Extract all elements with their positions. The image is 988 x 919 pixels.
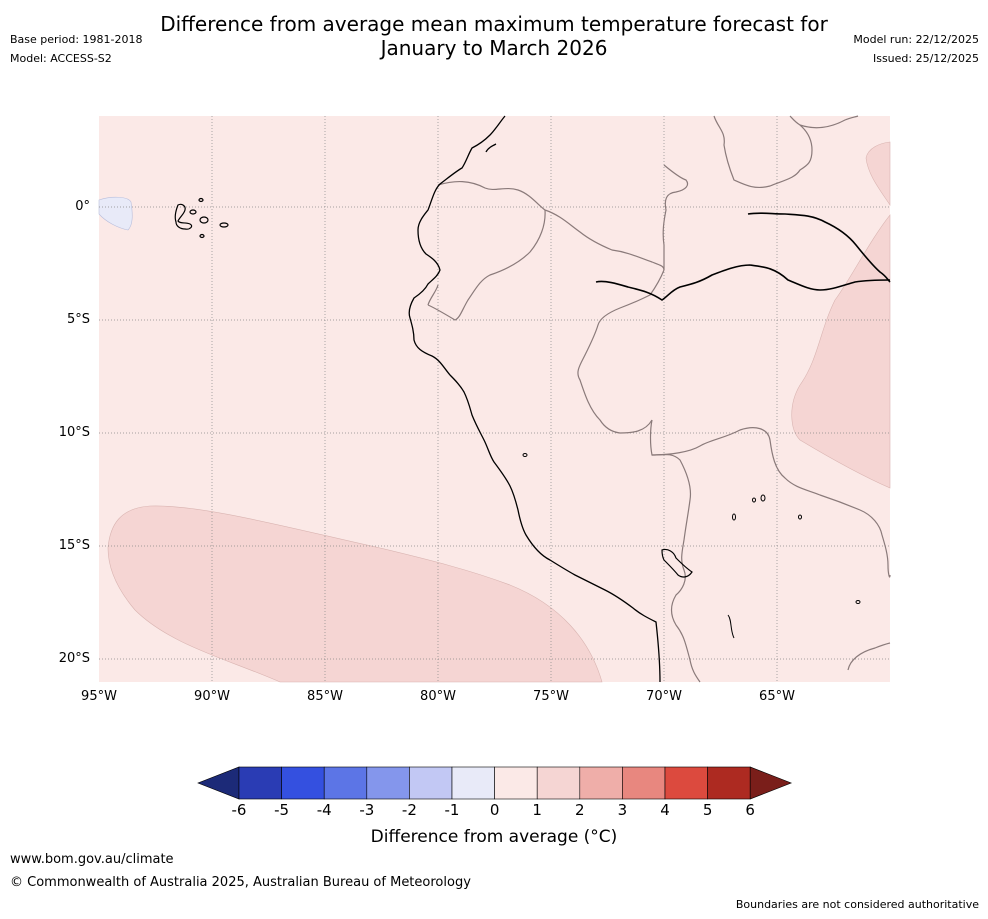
title-line-2: January to March 2026 [380, 36, 608, 60]
colorbar-tick-label: -3 [359, 801, 375, 819]
base-period: Base period: 1981-2018 [10, 33, 143, 46]
warm-patch-east [791, 214, 891, 489]
lon-label-65w: 65°W [759, 689, 795, 704]
meta-left: Base period: 1981-2018 Model: ACCESS-S2 [10, 30, 142, 68]
warm-patch-southwest [107, 505, 603, 683]
colorbar-segment [366, 766, 410, 800]
lon-label-70w: 70°W [646, 689, 682, 704]
lat-label-10s: 10°S [58, 425, 90, 440]
warm-patch-northeast [865, 141, 891, 206]
colorbar-segments [197, 766, 793, 800]
page-title: Difference from average mean maximum tem… [0, 12, 988, 60]
colorbar-extend-low [197, 766, 240, 800]
colorbar-tick-label: -2 [401, 801, 417, 819]
colorbar-tick-label: 3 [617, 801, 628, 819]
footer-url[interactable]: www.bom.gov.au/climate [10, 852, 174, 867]
colorbar-tick-label: 6 [745, 801, 755, 819]
lon-label-90w: 90°W [194, 689, 230, 704]
footer-copyright: © Commonwealth of Australia 2025, Austra… [10, 875, 471, 890]
colorbar-tick-label: -1 [444, 801, 460, 819]
colorbar-segment [323, 766, 368, 800]
colorbar-segment [451, 766, 495, 800]
colorbar-segment [579, 766, 623, 800]
coastline [408, 115, 661, 683]
lon-label-75w: 75°W [533, 689, 569, 704]
colorbar-segment [238, 766, 282, 800]
colorbar-segment [622, 766, 666, 800]
title-line-1: Difference from average mean maximum tem… [160, 12, 828, 36]
small-lakes [522, 453, 861, 639]
lake-titicaca [661, 548, 693, 578]
colorbar-tick-label: 0 [489, 801, 500, 819]
colorbar-extend-high [749, 766, 793, 800]
colorbar-tick-label: 1 [532, 801, 542, 819]
colorbar-segment [707, 766, 751, 800]
colorbar-tick-label: 2 [575, 801, 585, 819]
model-run: Model run: 22/12/2025 [853, 33, 979, 46]
country-borders [427, 115, 891, 683]
colorbar-tick-label: -4 [316, 801, 332, 819]
rivers [595, 212, 891, 301]
colorbar-segment [536, 766, 581, 800]
meta-right: Model run: 22/12/2025 Issued: 25/12/2025 [853, 30, 979, 68]
lon-label-80w: 80°W [420, 689, 456, 704]
colorbar-tick-label: -6 [231, 801, 247, 819]
colorbar [197, 766, 793, 800]
lat-label-20s: 20°S [58, 651, 90, 666]
lat-label-5s: 5°S [66, 312, 90, 327]
colorbar-segment [494, 766, 538, 800]
colorbar-title: Difference from average (°C) [370, 827, 618, 847]
footer-disclaimer: Boundaries are not considered authoritat… [735, 898, 979, 911]
colorbar-segment [409, 766, 453, 800]
lat-label-15s: 15°S [58, 538, 90, 553]
colorbar-segment [664, 766, 708, 800]
model-name: Model: ACCESS-S2 [10, 52, 112, 65]
cool-patch-west [98, 196, 133, 231]
issued-date: Issued: 25/12/2025 [872, 52, 979, 65]
lon-label-85w: 85°W [307, 689, 343, 704]
lat-label-0: 0° [75, 199, 90, 214]
colorbar-tick-label: 5 [702, 801, 713, 819]
colorbar-tick-label: -5 [274, 801, 290, 819]
galapagos-islands [174, 197, 229, 239]
lon-label-95w: 95°W [81, 689, 117, 704]
gridlines [99, 116, 890, 682]
colorbar-segment [281, 766, 325, 800]
colorbar-tick-label: 4 [660, 801, 670, 819]
